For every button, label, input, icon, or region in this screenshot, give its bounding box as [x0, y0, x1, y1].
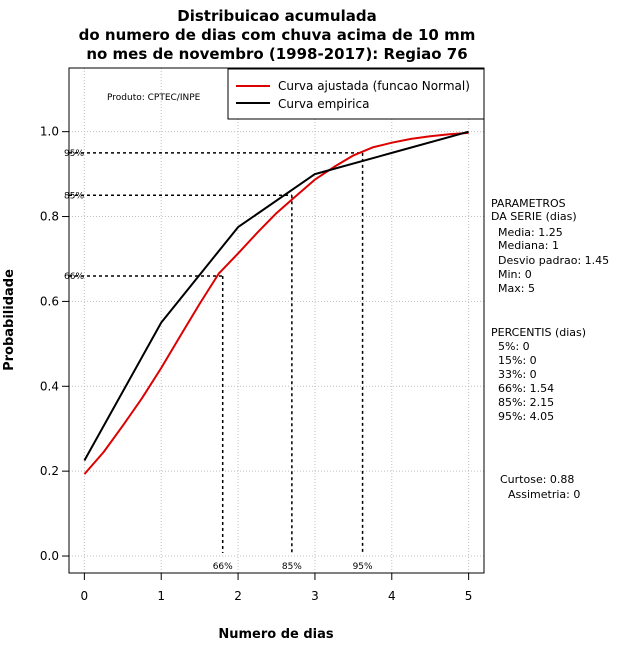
percentile-label-y-1: 85% [64, 191, 84, 201]
y-tick-label-3: 0.6 [40, 294, 59, 308]
parametro-media: Media: 1.25 [498, 226, 563, 239]
parametro-min: Min: 0 [498, 268, 532, 281]
percentil-15: 15%: 0 [498, 354, 537, 367]
x-tick-label-0: 0 [81, 589, 89, 603]
side-panel: PARAMETROS DA SERIE (dias) Media: 1.25 M… [491, 197, 609, 501]
chart-title-line-1: Distribuicao acumulada [177, 7, 376, 25]
legend-label-fitted: Curva ajustada (funcao Normal) [278, 79, 470, 93]
chart-title-line-3: no mes de novembro (1998-2017): Regiao 7… [86, 45, 467, 63]
x-tick-label-1: 1 [157, 589, 165, 603]
y-axis: 0.0 0.2 0.4 0.6 0.8 1.0 [40, 125, 70, 563]
y-tick-label-4: 0.8 [40, 210, 59, 224]
series-line-0 [83, 131, 469, 475]
x-tick-label-3: 3 [311, 589, 319, 603]
percentile-label-x-2: 95% [353, 562, 373, 572]
y-tick-label-5: 1.0 [40, 125, 59, 139]
percentil-33: 33%: 0 [498, 368, 537, 381]
series-lines [83, 130, 469, 475]
legend-box [227, 68, 485, 120]
chart-title-line-2: do numero de dias com chuva acima de 10 … [79, 26, 476, 44]
legend-label-empirical: Curva empirica [278, 97, 369, 111]
x-tick-label-4: 4 [388, 589, 396, 603]
percentile-label-y-2: 95% [64, 149, 84, 159]
x-tick-label-5: 5 [465, 589, 473, 603]
percentile-label-x-0: 66% [213, 562, 233, 572]
y-axis-title: Probabilidade [2, 269, 17, 371]
parametros-title-2: DA SERIE (dias) [491, 210, 577, 223]
y-tick-label-0: 0.0 [40, 549, 59, 563]
percentile-label-y-0: 66% [64, 272, 84, 282]
percentil-85: 85%: 2.15 [498, 396, 554, 409]
percentile-guides: 66% 66% 85% 85% 95% 95% [64, 149, 373, 572]
y-tick-label-1: 0.2 [40, 464, 59, 478]
percentil-5: 5%: 0 [498, 340, 530, 353]
y-tick-label-2: 0.4 [40, 379, 59, 393]
percentil-95: 95%: 4.05 [498, 410, 554, 423]
percentis-title: PERCENTIS (dias) [491, 326, 586, 339]
series-line-1 [83, 130, 469, 461]
parametro-mediana: Mediana: 1 [498, 239, 559, 252]
percentil-66: 66%: 1.54 [498, 382, 554, 395]
parametro-max: Max: 5 [498, 282, 535, 295]
x-tick-label-2: 2 [234, 589, 242, 603]
parametro-desvio: Desvio padrao: 1.45 [498, 254, 609, 267]
assimetria: Assimetria: 0 [508, 488, 580, 501]
legend: Curva ajustada (funcao Normal) Curva emp… [227, 68, 485, 120]
x-axis: 0 1 2 3 4 5 [81, 572, 473, 603]
parametros-title-1: PARAMETROS [491, 197, 566, 210]
chart-title: Distribuicao acumulada do numero de dias… [79, 7, 476, 63]
product-label: Produto: CPTEC/INPE [107, 93, 201, 103]
x-axis-title: Numero de dias [218, 627, 334, 642]
percentile-label-x-1: 85% [282, 562, 302, 572]
curtose: Curtose: 0.88 [500, 473, 574, 486]
